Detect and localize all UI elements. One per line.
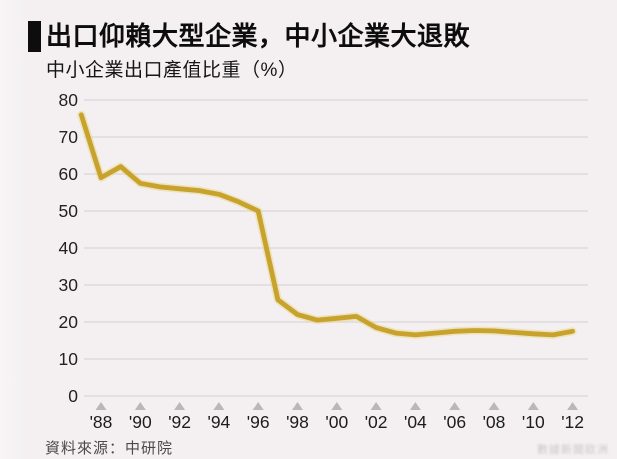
x-axis-label: '88 [90,412,113,432]
chart-subtitle: 中小企業出口產值比重（%） [46,60,298,81]
tick-triangle-icon [95,402,107,410]
x-axis-label: '00 [325,412,348,432]
x-axis-label: '02 [365,412,388,432]
y-axis-label: 20 [59,312,79,332]
tick-triangle-icon [174,402,186,410]
tick-triangle-icon [213,402,225,410]
data-line-halo [77,110,577,339]
tick-triangle-icon [370,402,382,410]
y-axis-label: 40 [59,238,79,258]
tick-triangle-icon [409,402,421,410]
tick-triangle-icon [252,402,264,410]
tick-triangle-icon [449,402,461,410]
x-axis-label: '90 [129,412,152,432]
tick-triangle-icon [331,402,343,410]
y-axis-label: 70 [59,127,79,147]
source-note: 資料來源：中研院 [45,440,174,457]
y-axis-label: 50 [59,201,79,221]
x-axis-label: '92 [168,412,191,432]
y-axis-label: 10 [59,349,79,369]
x-axis-label: '10 [522,412,545,432]
tick-triangle-icon [567,402,579,410]
y-axis-label: 30 [59,275,79,295]
x-axis-label: '06 [443,412,466,432]
y-axis-label: 60 [59,164,79,184]
x-axis-label: '04 [404,412,427,432]
watermark: 數據新聞歐洲 [537,444,609,456]
tick-triangle-icon [292,402,303,410]
tick-triangle-icon [488,402,500,410]
title-square-marker-icon [28,21,41,52]
chart-title: 出口仰賴大型企業，中小企業大退敗 [46,21,471,51]
data-line [78,112,575,338]
y-axis-label: 80 [59,90,79,110]
x-axis-label: '12 [561,412,584,432]
y-axis-label: 0 [68,386,78,406]
tick-triangle-icon [527,402,539,410]
tick-triangle-icon [134,402,146,410]
x-axis-label: '96 [247,412,270,432]
x-axis-label: '08 [483,412,506,432]
x-axis-label: '98 [286,412,309,432]
x-axis-label: '94 [207,412,230,432]
